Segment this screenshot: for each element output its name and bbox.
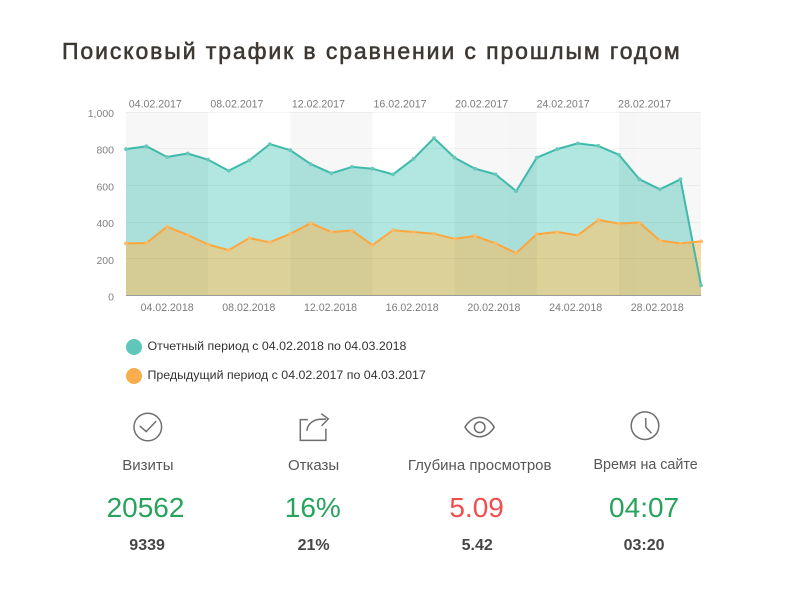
svg-text:08.02.2018: 08.02.2018 xyxy=(222,302,275,314)
svg-text:24.02.2018: 24.02.2018 xyxy=(549,302,602,314)
svg-text:28.02.2017: 28.02.2017 xyxy=(618,99,671,111)
svg-text:08.02.2017: 08.02.2017 xyxy=(210,99,263,111)
svg-text:400: 400 xyxy=(96,218,114,230)
svg-text:28.02.2018: 28.02.2018 xyxy=(631,302,684,314)
svg-text:12.02.2017: 12.02.2017 xyxy=(292,99,345,111)
svg-text:600: 600 xyxy=(96,181,114,193)
svg-text:200: 200 xyxy=(96,255,114,267)
svg-text:16.02.2018: 16.02.2018 xyxy=(386,302,439,314)
svg-text:20.02.2017: 20.02.2017 xyxy=(455,99,508,111)
svg-text:04.02.2017: 04.02.2017 xyxy=(129,99,182,111)
svg-text:12.02.2018: 12.02.2018 xyxy=(304,302,357,314)
svg-text:1,000: 1,000 xyxy=(88,108,114,120)
svg-text:20.02.2018: 20.02.2018 xyxy=(467,302,520,314)
svg-text:04.02.2018: 04.02.2018 xyxy=(141,302,194,314)
svg-text:16.02.2017: 16.02.2017 xyxy=(373,99,426,111)
svg-text:800: 800 xyxy=(96,145,114,157)
svg-text:24.02.2017: 24.02.2017 xyxy=(537,99,590,111)
svg-text:0: 0 xyxy=(108,292,114,304)
